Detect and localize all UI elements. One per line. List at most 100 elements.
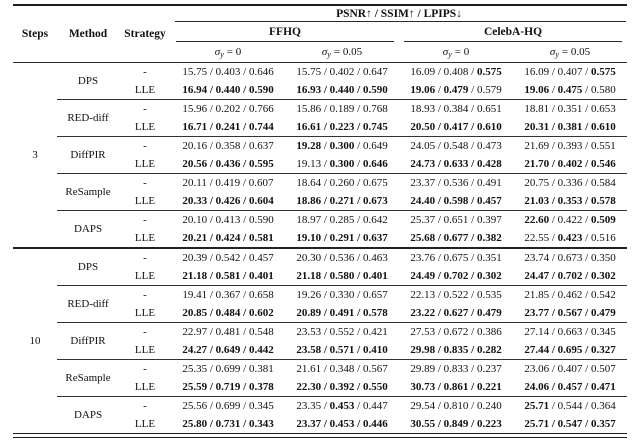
table-row: LLE 20.56 / 0.436 / 0.595 19.13 / 0.300 / …: [13, 155, 627, 174]
metric-value: 20.10: [182, 214, 208, 226]
strategy-cell: -: [119, 210, 171, 229]
value-separator: /: [435, 344, 444, 356]
metrics-cell: 22.13 / 0.522 / 0.535: [399, 285, 513, 304]
metric-value: 0.481: [215, 326, 241, 338]
metric-value: 0.673: [362, 195, 388, 207]
value-separator: /: [240, 195, 249, 207]
metric-value: 20.16: [182, 140, 208, 152]
metrics-cell: 16.94 / 0.440 / 0.590: [171, 81, 285, 100]
value-separator: /: [354, 103, 363, 115]
metrics-cell: 18.97 / 0.285 / 0.642: [285, 210, 399, 229]
metric-value: 0.651: [443, 214, 469, 226]
strategy-cell: -: [119, 322, 171, 341]
table-row: LLE 25.80 / 0.731 / 0.343 23.37 / 0.453 / …: [13, 415, 627, 433]
value-separator: /: [354, 400, 363, 412]
value-separator: /: [240, 252, 249, 264]
table-row: ReSample -20.11 / 0.419 / 0.607 18.64 / 0.…: [13, 173, 628, 211]
metrics-cell: 21.03 / 0.353 / 0.578: [513, 192, 627, 211]
metric-value: 22.13: [410, 289, 436, 301]
metrics-cell: 24.49 / 0.702 / 0.302: [399, 267, 513, 286]
metric-value: 0.590: [248, 84, 274, 96]
metric-value: 0.590: [248, 214, 274, 226]
metrics-cell: 16.09 / 0.408 / 0.575: [399, 63, 513, 82]
metric-value: 0.833: [443, 363, 469, 375]
metric-value: 0.223: [329, 121, 355, 133]
metrics-cell: 23.74 / 0.673 / 0.350: [513, 247, 628, 267]
metrics-cell: 21.18 / 0.580 / 0.401: [285, 267, 399, 286]
value-separator: /: [321, 307, 330, 319]
metric-value: 0.407: [557, 363, 583, 375]
metric-value: 22.60: [524, 214, 550, 226]
value-separator: /: [435, 270, 444, 282]
metric-value: 0.223: [476, 418, 502, 430]
value-separator: /: [354, 214, 363, 226]
metric-value: 0.642: [362, 214, 388, 226]
metric-value: 16.09: [410, 66, 436, 78]
value-separator: /: [582, 418, 591, 430]
strategy-cell: -: [119, 396, 171, 415]
method-cell: DiffPIR: [57, 322, 119, 360]
value-separator: /: [240, 307, 249, 319]
table-row: LLE 21.18 / 0.581 / 0.401 21.18 / 0.580 / …: [13, 267, 627, 286]
metric-value: 0.343: [248, 418, 274, 430]
metric-value: 0.548: [248, 326, 274, 338]
value-separator: /: [321, 270, 330, 282]
value-separator: /: [582, 140, 591, 152]
metric-value: 0.421: [362, 326, 388, 338]
value-separator: /: [468, 158, 477, 170]
metric-value: 0.649: [362, 140, 388, 152]
metric-value: 25.71: [524, 400, 550, 412]
value-separator: /: [240, 66, 249, 78]
metrics-cell: 23.06 / 0.407 / 0.507: [513, 359, 628, 378]
metric-value: 30.55: [410, 418, 436, 430]
metric-value: 0.378: [248, 381, 274, 393]
value-separator: /: [207, 363, 216, 375]
metric-value: 0.484: [215, 307, 241, 319]
value-separator: /: [549, 121, 558, 133]
metric-value: 24.27: [182, 344, 208, 356]
metrics-cell: 27.53 / 0.672 / 0.386: [399, 322, 513, 341]
metrics-cell: 15.86 / 0.189 / 0.768: [285, 99, 399, 118]
metric-value: 0.419: [215, 177, 241, 189]
metric-value: 0.221: [476, 381, 502, 393]
metrics-cell: 15.96 / 0.202 / 0.766: [171, 99, 285, 118]
metric-value: 0.384: [443, 103, 469, 115]
metric-value: 25.80: [182, 418, 208, 430]
strategy-cell: -: [119, 136, 171, 155]
metric-value: 20.33: [182, 195, 208, 207]
metric-value: 0.536: [329, 252, 355, 264]
value-separator: /: [582, 84, 591, 96]
metric-value: 0.479: [476, 307, 502, 319]
metric-value: 0.699: [215, 363, 241, 375]
value-separator: /: [549, 84, 558, 96]
value-separator: /: [207, 289, 216, 301]
table-row: DAPS -25.56 / 0.699 / 0.345 23.35 / 0.453 …: [13, 396, 628, 433]
value-separator: /: [435, 103, 444, 115]
metric-value: 0.285: [329, 214, 355, 226]
metric-value: 0.604: [248, 195, 274, 207]
metric-value: 23.37: [410, 177, 436, 189]
metric-value: 0.473: [476, 140, 502, 152]
metrics-cell: 19.26 / 0.330 / 0.657: [285, 285, 399, 304]
value-separator: /: [240, 418, 249, 430]
value-separator: /: [549, 177, 558, 189]
sigma-symbol: σ: [442, 45, 449, 58]
strategy-cell: -: [119, 247, 171, 267]
metric-value: 0.351: [557, 103, 583, 115]
metric-value: 0.637: [248, 140, 274, 152]
value-separator: /: [321, 66, 330, 78]
strategy-cell: LLE: [134, 195, 156, 207]
value-separator: /: [468, 232, 477, 244]
metric-value: 0.579: [476, 84, 502, 96]
value-separator: /: [354, 84, 363, 96]
value-separator: /: [468, 363, 477, 375]
metrics-cell: 24.27 / 0.649 / 0.442: [171, 341, 285, 360]
metric-value: 24.73: [410, 158, 436, 170]
metric-value: 0.702: [443, 270, 469, 282]
table-row: 3 DPS -15.75 / 0.403 / 0.646 15.75 / 0.402 …: [13, 63, 627, 161]
metrics-cell: 25.80 / 0.731 / 0.343: [171, 415, 285, 433]
metric-value: 0.428: [476, 158, 502, 170]
metric-value: 0.507: [590, 363, 616, 375]
metric-value: 27.44: [524, 344, 550, 356]
metrics-cell: 22.55 / 0.423 / 0.516: [513, 229, 627, 248]
